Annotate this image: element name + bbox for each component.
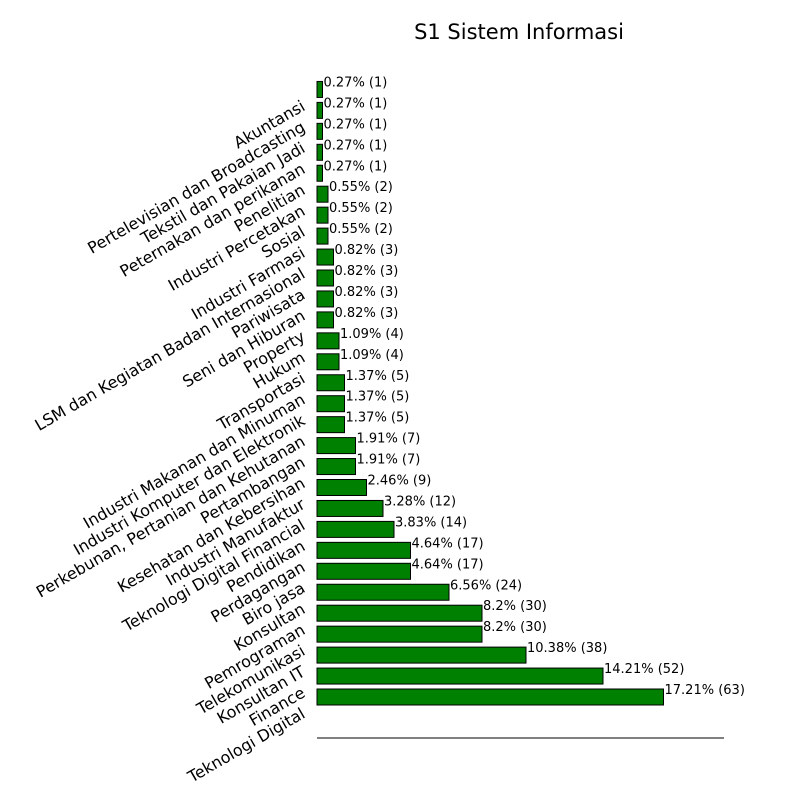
bar-5 — [316, 583, 450, 601]
bar-6 — [316, 562, 411, 580]
data-label-27: 0.27% (1) — [324, 117, 388, 132]
data-label-0: 17.21% (63) — [665, 683, 745, 698]
bars-group — [316, 80, 664, 706]
bar-16 — [316, 353, 340, 371]
data-label-17: 1.09% (4) — [340, 327, 404, 342]
data-label-25: 0.27% (1) — [324, 159, 388, 174]
data-label-12: 1.91% (7) — [357, 432, 421, 447]
bar-2 — [316, 646, 527, 664]
data-label-9: 3.28% (12) — [384, 494, 456, 509]
data-label-22: 0.55% (2) — [329, 222, 393, 237]
data-label-19: 0.82% (3) — [335, 285, 399, 300]
data-label-7: 4.64% (17) — [412, 536, 484, 551]
data-label-29: 0.27% (1) — [324, 75, 388, 90]
data-label-10: 2.46% (9) — [368, 474, 432, 489]
data-label-20: 0.82% (3) — [335, 264, 399, 279]
data-labels: 17.21% (63) 14.21% (52) 10.38% (38) 8.2% (3… — [324, 75, 745, 698]
data-label-8: 3.83% (14) — [395, 515, 467, 530]
bar-13 — [316, 416, 345, 434]
data-label-24: 0.55% (2) — [329, 180, 393, 195]
data-label-11: 1.91% (7) — [357, 453, 421, 468]
data-label-26: 0.27% (1) — [324, 138, 388, 153]
bar-20 — [316, 269, 334, 287]
bar-17 — [316, 332, 340, 350]
data-label-28: 0.27% (1) — [324, 96, 388, 111]
data-label-15: 1.37% (5) — [346, 369, 410, 384]
data-label-21: 0.82% (3) — [335, 243, 399, 258]
data-label-2: 10.38% (38) — [527, 641, 607, 656]
bar-23 — [316, 206, 329, 224]
bar-18 — [316, 311, 334, 329]
data-label-1: 14.21% (52) — [604, 662, 684, 677]
data-label-3: 8.2% (30) — [483, 620, 547, 635]
data-label-4: 8.2% (30) — [483, 599, 547, 614]
bar-24 — [316, 185, 329, 203]
bar-22 — [316, 227, 329, 245]
bar-9 — [316, 499, 384, 517]
bar-29 — [316, 80, 323, 98]
data-label-16: 1.09% (4) — [340, 348, 404, 363]
data-label-14: 1.37% (5) — [346, 390, 410, 405]
bar-12 — [316, 437, 356, 455]
bar-28 — [316, 101, 323, 119]
bar-25 — [316, 164, 323, 182]
bar-21 — [316, 248, 334, 266]
bar-11 — [316, 458, 356, 476]
data-label-18: 0.82% (3) — [335, 306, 399, 321]
bar-14 — [316, 395, 345, 413]
bar-15 — [316, 374, 345, 392]
bar-7 — [316, 541, 411, 559]
chart-title: S1 Sistem Informasi — [414, 20, 624, 44]
bar-3 — [316, 625, 483, 643]
data-label-23: 0.55% (2) — [329, 201, 393, 216]
bar-26 — [316, 143, 323, 161]
bar-1 — [316, 667, 604, 685]
bar-0 — [316, 688, 664, 706]
bar-19 — [316, 290, 334, 308]
bar-8 — [316, 520, 395, 538]
data-label-13: 1.37% (5) — [346, 411, 410, 426]
bar-10 — [316, 479, 367, 496]
bar-4 — [316, 604, 483, 622]
bar-27 — [316, 122, 323, 140]
data-label-5: 6.56% (24) — [450, 578, 522, 593]
data-label-6: 4.64% (17) — [412, 557, 484, 572]
